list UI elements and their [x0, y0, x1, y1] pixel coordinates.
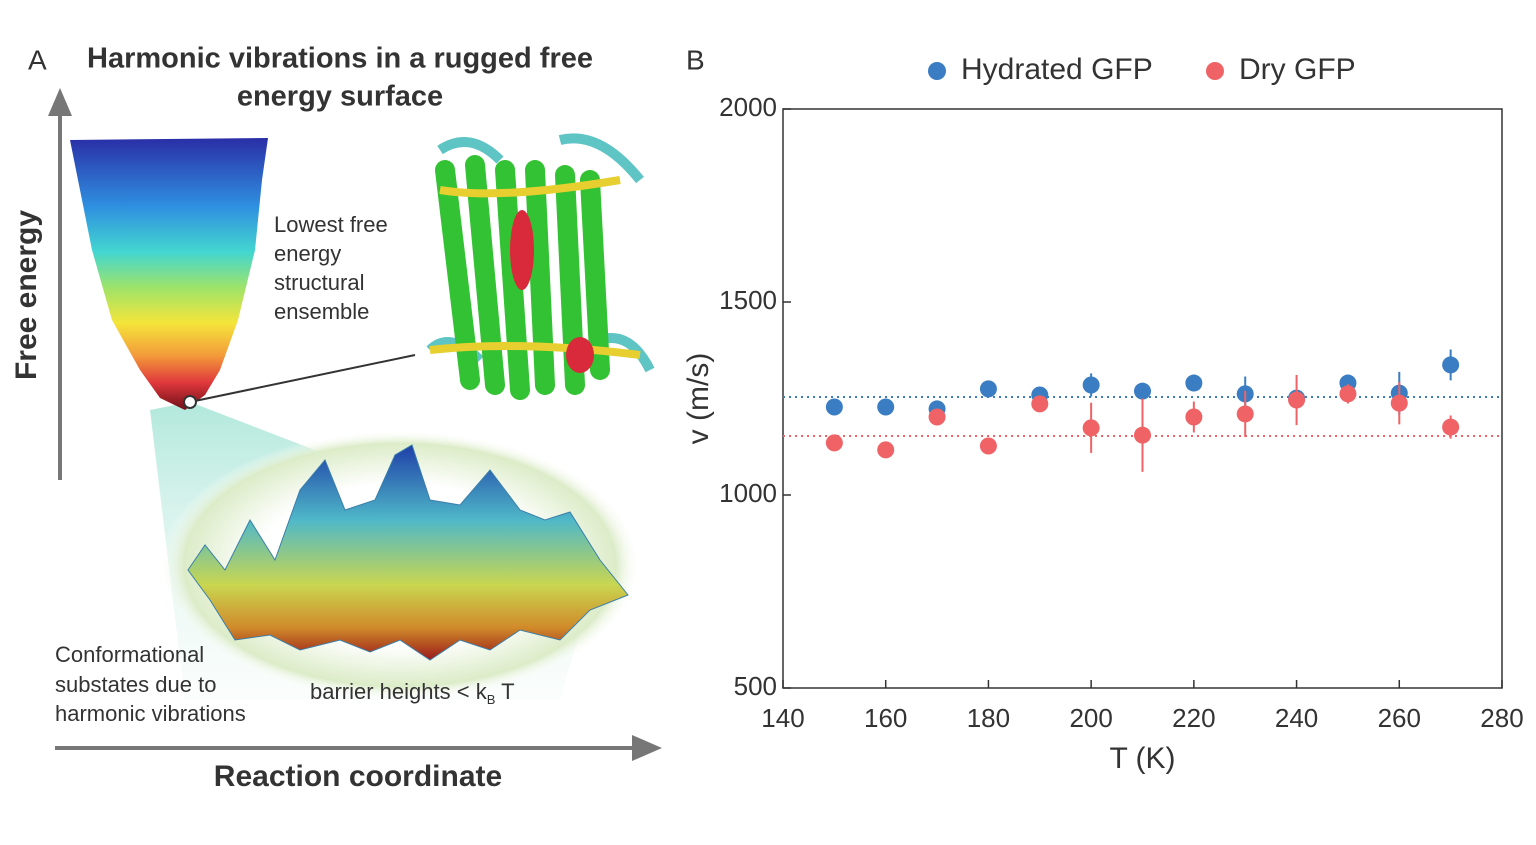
ensemble-label: Lowest free energy structural ensemble [274, 212, 388, 324]
data-point [1442, 418, 1460, 436]
x-tick-label: 160 [864, 703, 907, 733]
data-point [1390, 394, 1408, 412]
data-point [979, 437, 997, 455]
text-line: Lowest free [274, 212, 388, 237]
pointer-line [189, 354, 416, 403]
panel-b: B 500 1000 1500 2000 140 160 180 200 220 240 260 28… [682, 44, 1524, 775]
data-point [1185, 408, 1203, 426]
data-point [1185, 374, 1203, 392]
legend-marker [928, 62, 946, 80]
data-point [1288, 391, 1306, 409]
rugged-surface [187, 444, 629, 661]
data-point [1082, 376, 1100, 394]
text: barrier heights < k [310, 679, 488, 704]
data-point [1236, 405, 1254, 423]
x-tick-label: 280 [1480, 703, 1523, 733]
plot-frame [782, 108, 1503, 689]
data-point [825, 434, 843, 452]
x-tick-label: 200 [1069, 703, 1112, 733]
text-line: substates due to [55, 672, 216, 697]
data-point [1031, 395, 1049, 413]
text-line: harmonic vibrations [55, 701, 246, 726]
y-tick-label: 500 [734, 671, 777, 701]
data-point [877, 441, 895, 459]
x-tick-label: 240 [1275, 703, 1318, 733]
x-axis-label: T (K) [1109, 742, 1175, 775]
x-tick-label: 260 [1378, 703, 1421, 733]
data-point [825, 398, 843, 416]
legend-label: Hydrated GFP [961, 53, 1153, 86]
panel-title: Harmonic vibrations in a rugged free [87, 43, 593, 75]
text-line: structural [274, 270, 364, 295]
data-point [877, 398, 895, 416]
arrow-head [632, 735, 662, 761]
data-point [979, 380, 997, 398]
data-point [928, 408, 946, 426]
data-point [1134, 382, 1151, 400]
legend-label: Dry GFP [1239, 53, 1356, 86]
barrier-label: barrier heights < kB T [310, 679, 515, 708]
data-point [1339, 385, 1357, 403]
panel-a: A Harmonic vibrations in a rugged free e… [10, 43, 662, 793]
x-tick-label: 180 [967, 703, 1010, 733]
y-axis-label: Free energy [10, 210, 43, 380]
arrow-head [48, 88, 72, 116]
panel-label: A [28, 44, 47, 75]
substates-label: Conformational substates due to harmonic… [55, 642, 246, 726]
text-line: ensemble [274, 299, 369, 324]
text-line: energy [274, 241, 341, 266]
subscript: B [487, 692, 496, 707]
minimum-marker [183, 395, 197, 409]
y-tick-label: 1500 [719, 285, 777, 315]
data-point [1134, 426, 1151, 444]
protein [426, 133, 655, 400]
funnel [70, 138, 268, 410]
data-point [1442, 356, 1460, 374]
panel-label: B [686, 44, 705, 75]
text-line: Conformational [55, 642, 204, 667]
data-point [1082, 419, 1100, 437]
legend-marker [1206, 62, 1224, 80]
y-tick-label: 2000 [719, 92, 777, 122]
y-axis-label: v (m/s) [682, 353, 715, 445]
x-axis-label: Reaction coordinate [214, 760, 502, 793]
x-tick-label: 220 [1172, 703, 1215, 733]
panel-title: energy surface [237, 81, 443, 113]
y-tick-label: 1000 [719, 478, 777, 508]
text: T [495, 679, 514, 704]
x-tick-label: 140 [761, 703, 804, 733]
